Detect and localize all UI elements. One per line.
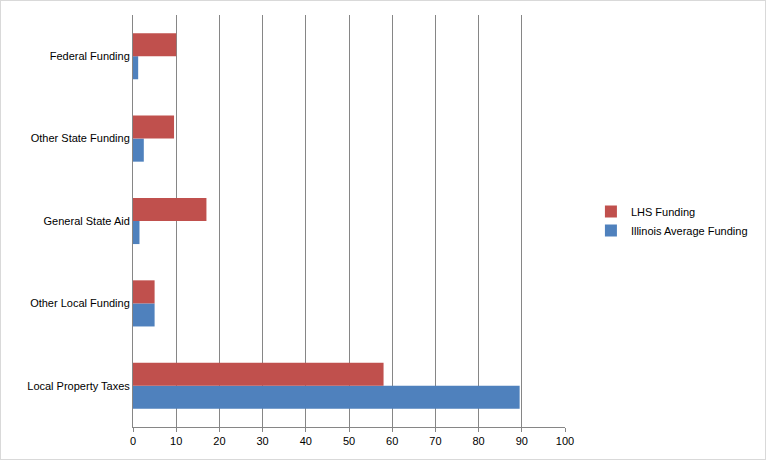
svg-text:10: 10 — [170, 435, 182, 447]
svg-text:General State Aid: General State Aid — [44, 215, 130, 227]
svg-text:Local Property Taxes: Local Property Taxes — [27, 380, 130, 392]
svg-text:60: 60 — [386, 435, 398, 447]
svg-text:20: 20 — [213, 435, 225, 447]
svg-text:70: 70 — [429, 435, 441, 447]
svg-text:30: 30 — [256, 435, 268, 447]
svg-text:0: 0 — [130, 435, 136, 447]
svg-text:Other State Funding: Other State Funding — [31, 132, 130, 144]
svg-text:Illinois Average Funding: Illinois Average Funding — [631, 225, 748, 237]
svg-text:Federal Funding: Federal Funding — [50, 50, 130, 62]
svg-text:100: 100 — [556, 435, 574, 447]
svg-text:40: 40 — [300, 435, 312, 447]
svg-text:Other Local Funding: Other Local Funding — [30, 297, 130, 309]
svg-text:90: 90 — [516, 435, 528, 447]
svg-text:LHS Funding: LHS Funding — [631, 206, 695, 218]
svg-text:80: 80 — [472, 435, 484, 447]
svg-text:50: 50 — [343, 435, 355, 447]
